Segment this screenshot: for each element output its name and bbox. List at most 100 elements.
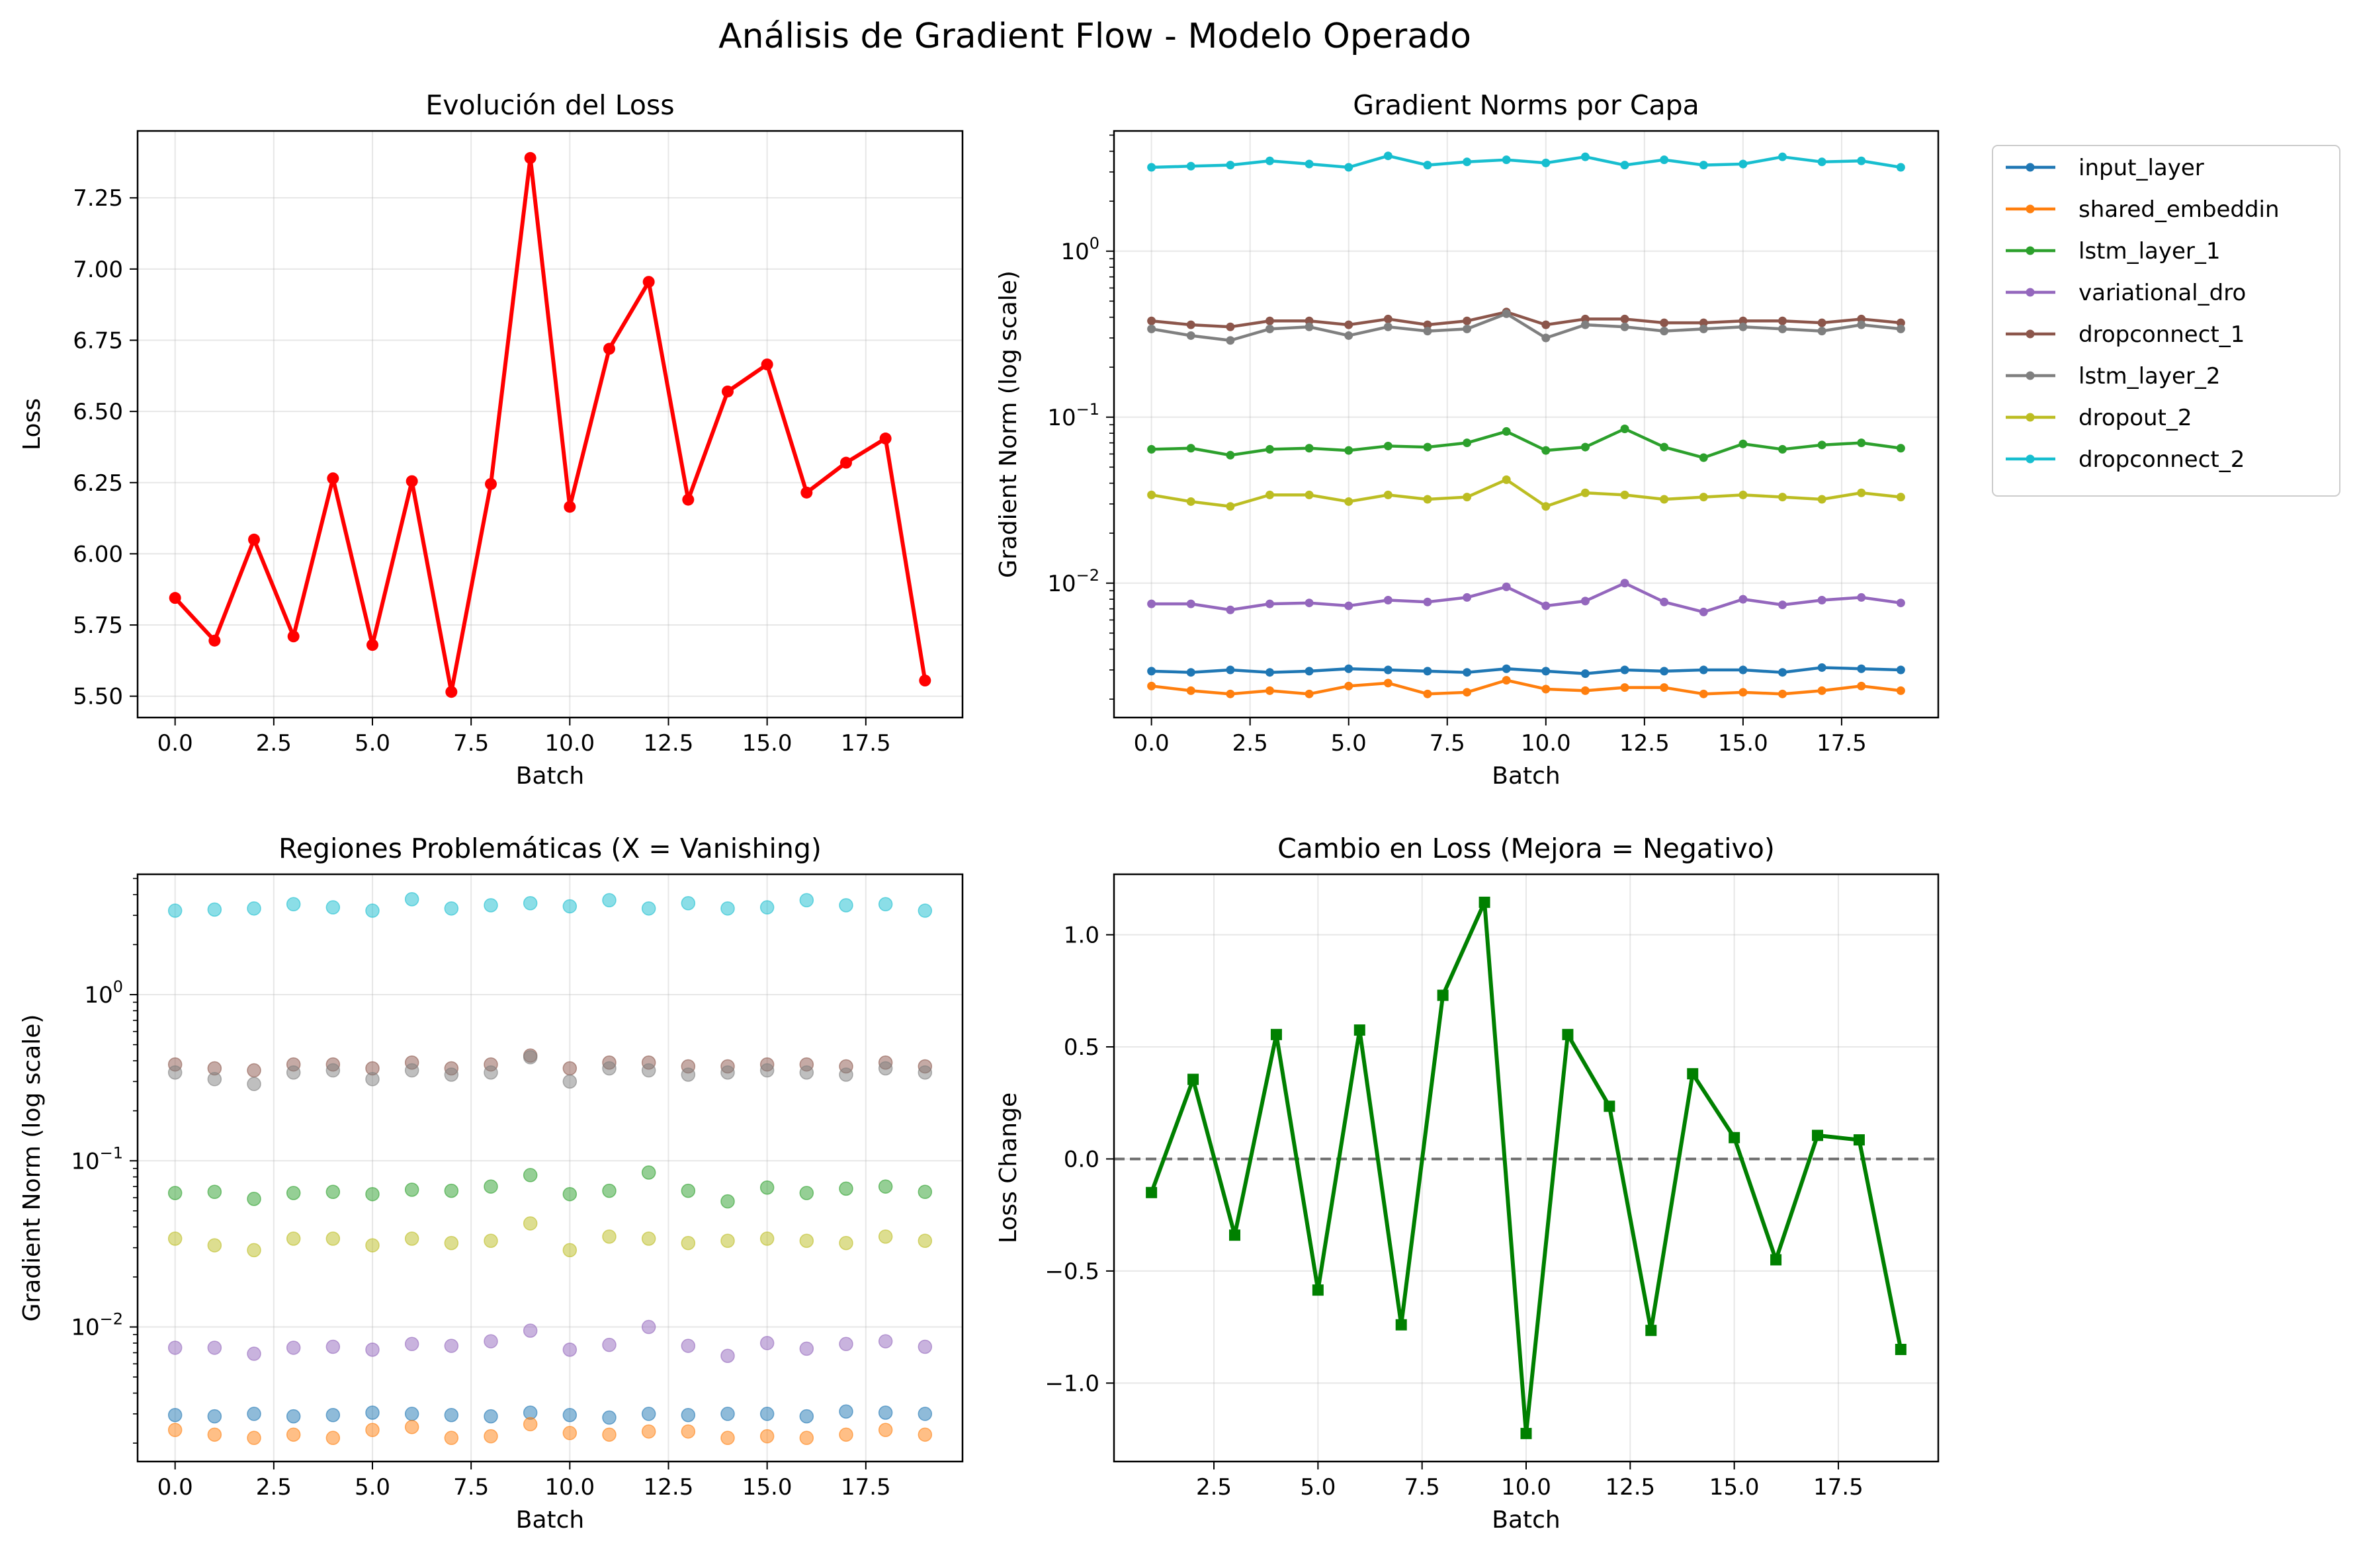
norms-point	[1580, 597, 1590, 606]
norms-point	[1463, 688, 1472, 697]
norms-point	[1857, 320, 1866, 329]
norms-point	[1738, 688, 1748, 697]
regions-point	[167, 1065, 183, 1080]
norms-point	[1305, 689, 1314, 698]
norms-point	[1463, 668, 1472, 677]
delta-point	[1270, 1028, 1282, 1040]
norms-xtick-label: 5.0	[1331, 730, 1367, 757]
delta-point	[1520, 1428, 1532, 1440]
loss-point	[839, 456, 852, 469]
loss-point	[879, 433, 892, 445]
norms-point	[1226, 322, 1235, 331]
regions-point	[286, 1341, 301, 1355]
regions-point	[641, 1231, 656, 1246]
legend-frame	[1992, 145, 2340, 497]
norms-point	[1778, 668, 1787, 677]
regions-point	[325, 1063, 341, 1078]
regions-point	[799, 1430, 814, 1446]
norms-ylabel: Gradient Norm (log scale)	[995, 270, 1022, 578]
delta-point	[1353, 1024, 1365, 1036]
regions-point	[167, 1408, 183, 1423]
regions-point	[562, 899, 578, 914]
regions-point	[365, 1186, 380, 1202]
norms-point	[1147, 324, 1156, 333]
loss-frame	[136, 130, 964, 719]
norms-point	[1660, 327, 1669, 336]
regions-point	[602, 1427, 617, 1442]
norms-ytick-label: 10−2	[1047, 566, 1099, 597]
loss-ytick-label: 6.50	[73, 399, 123, 425]
regions-point	[404, 1337, 419, 1352]
regions-point	[720, 1065, 735, 1080]
norms-point	[1660, 155, 1669, 165]
regions-point	[602, 1183, 617, 1198]
regions-point	[681, 1235, 696, 1251]
norms-point	[1502, 427, 1511, 436]
norms-point	[1817, 440, 1826, 450]
norms-point	[1265, 599, 1274, 608]
regions-point	[918, 1065, 933, 1080]
norms-point	[1817, 157, 1826, 167]
norms-point	[1896, 324, 1905, 333]
loss-point	[721, 385, 734, 397]
norms-point	[1186, 331, 1195, 340]
regions-point	[523, 1050, 538, 1065]
norms-point	[1423, 442, 1432, 452]
regions-point	[325, 900, 341, 915]
norms-point	[1147, 490, 1156, 499]
regions-ylabel: Gradient Norm (log scale)	[19, 1014, 46, 1322]
loss-xtick-label: 15.0	[742, 730, 793, 757]
norms-point	[1896, 163, 1905, 172]
norms-point	[1147, 681, 1156, 690]
regions-point	[681, 1424, 696, 1439]
norms-point	[1817, 595, 1826, 604]
regions-point	[484, 898, 498, 913]
regions-point	[484, 1065, 498, 1080]
regions-point	[365, 1342, 380, 1357]
norms-point	[1660, 683, 1669, 692]
legend-swatch-marker	[2026, 204, 2035, 214]
regions-point	[207, 1072, 222, 1087]
regions-point	[167, 1186, 183, 1200]
regions-point	[720, 1233, 735, 1249]
norms-point	[1620, 322, 1629, 331]
regions-point	[759, 1336, 775, 1350]
norms-ytick-label: 100	[1060, 234, 1099, 265]
norms-point	[1541, 333, 1551, 343]
regions-xtick-label: 10.0	[544, 1474, 595, 1501]
regions-point	[484, 1429, 498, 1444]
norms-point	[1541, 502, 1551, 511]
regions-point	[720, 901, 735, 916]
delta-xtick-label: 7.5	[1404, 1474, 1440, 1501]
norms-point	[1463, 316, 1472, 325]
regions-point	[247, 1243, 261, 1258]
norms-point	[1344, 320, 1353, 329]
loss-point	[445, 686, 458, 698]
norms-point	[1817, 495, 1826, 504]
norms-point	[1620, 161, 1629, 170]
norms-point	[1344, 163, 1353, 172]
norms-point	[1541, 320, 1551, 329]
regions-xtick-label: 2.5	[256, 1474, 292, 1501]
norms-point	[1383, 490, 1393, 499]
norms-point	[1383, 151, 1393, 161]
regions-point	[878, 1061, 893, 1076]
delta-point	[1687, 1068, 1699, 1080]
regions-xtick-label: 17.5	[841, 1474, 891, 1501]
legend-entry-label: lstm_layer_1	[2078, 238, 2221, 265]
regions-point	[918, 1339, 933, 1354]
delta-point	[1770, 1254, 1782, 1266]
loss-ytick-label: 6.75	[73, 327, 123, 354]
loss-point	[327, 472, 339, 485]
norms-point	[1857, 156, 1866, 165]
regions-point	[365, 903, 380, 918]
norms-point	[1660, 667, 1669, 676]
regions-point	[167, 903, 183, 918]
regions-point	[562, 1408, 578, 1423]
norms-point	[1186, 686, 1195, 695]
legend-swatch-marker	[2026, 454, 2035, 464]
regions-point	[365, 1238, 380, 1253]
norms-point	[1699, 324, 1708, 333]
loss-point	[485, 477, 497, 490]
